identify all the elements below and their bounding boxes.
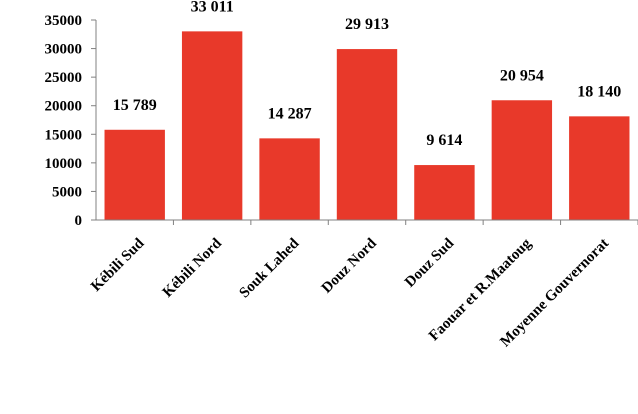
x-tick-label: Douz Sud bbox=[402, 235, 458, 291]
bar bbox=[569, 116, 630, 220]
y-tick-label: 5000 bbox=[52, 184, 82, 200]
data-label: 15 789 bbox=[113, 97, 157, 114]
bar bbox=[491, 100, 553, 220]
y-axis: 0 5000 10000 15000 20000 25000 30000 35000 bbox=[45, 13, 97, 229]
bar bbox=[414, 165, 475, 220]
bar bbox=[104, 129, 165, 220]
y-tick-label: 15000 bbox=[45, 127, 83, 143]
data-label: 20 954 bbox=[500, 67, 544, 84]
bar bbox=[336, 49, 398, 220]
data-label: 33 011 bbox=[191, 0, 234, 15]
data-label: 29 913 bbox=[345, 16, 389, 33]
bar bbox=[181, 31, 243, 220]
data-label: 9 614 bbox=[426, 132, 462, 149]
y-tick-label: 25000 bbox=[45, 70, 83, 86]
y-tick-label: 30000 bbox=[45, 42, 83, 58]
y-tick-label: 35000 bbox=[45, 13, 83, 29]
x-tick-label: Kébili Sud bbox=[88, 235, 148, 295]
x-axis: Kébili Sud Kébili Nord Souk Lahed Douz Nord… bbox=[88, 219, 638, 350]
data-label: 14 287 bbox=[268, 105, 312, 122]
x-tick-label: Souk Lahed bbox=[237, 235, 303, 301]
y-tick-label: 0 bbox=[75, 213, 83, 229]
bars bbox=[104, 31, 630, 220]
x-tick-label: Kébili Nord bbox=[160, 235, 226, 301]
data-label: 18 140 bbox=[577, 83, 621, 100]
y-tick-label: 20000 bbox=[45, 99, 83, 115]
x-tick-label: Douz Nord bbox=[319, 235, 381, 297]
data-labels: 15 789 33 011 14 287 29 913 9 614 20 954 18 14… bbox=[113, 0, 622, 149]
bar bbox=[259, 138, 320, 220]
y-tick-label: 10000 bbox=[45, 156, 83, 172]
